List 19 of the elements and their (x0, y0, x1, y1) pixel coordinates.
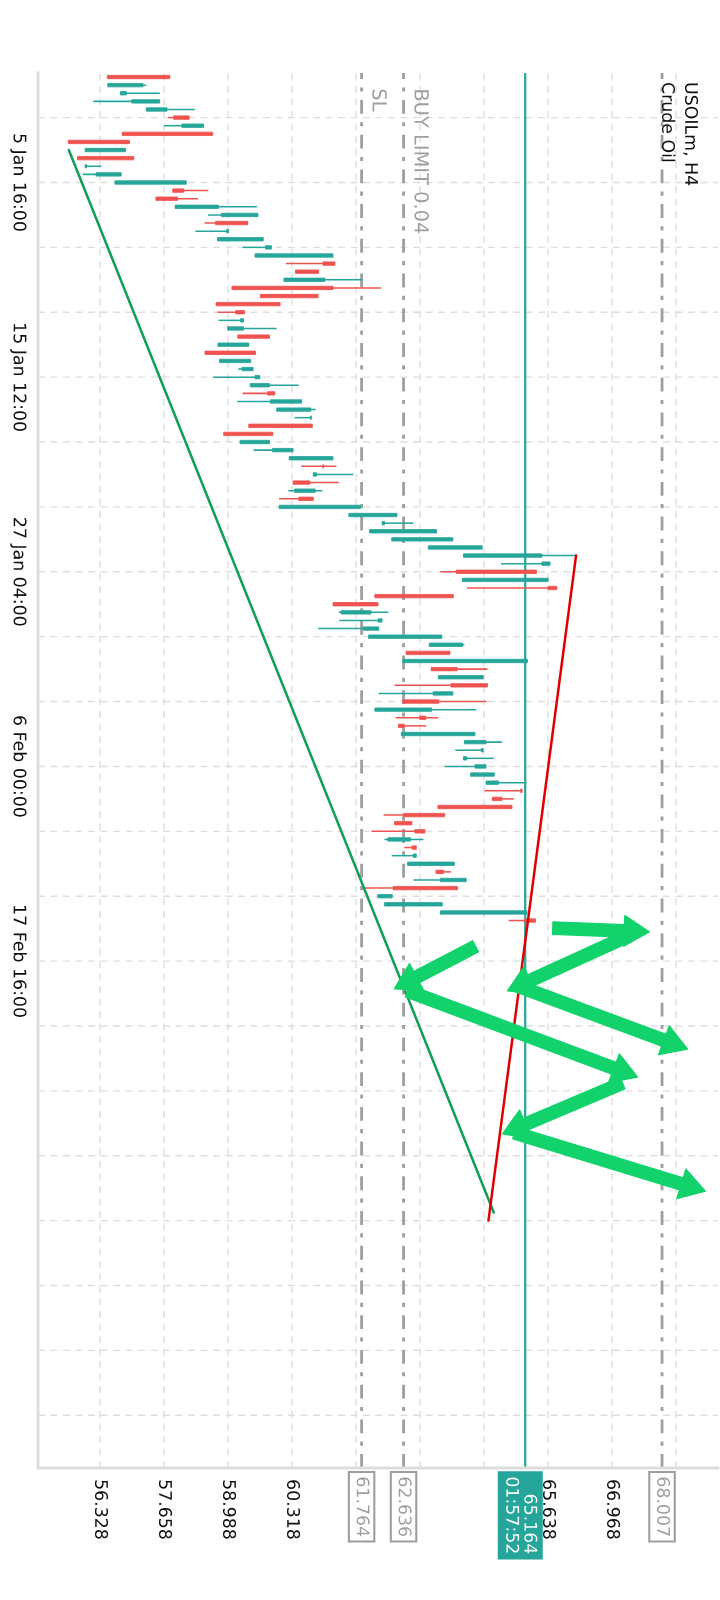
y-tick-label: 15 Jan 12:00 (10, 324, 27, 431)
ref-line-label: 62.636 (398, 1477, 412, 1537)
x-tick-label: 65.638 (542, 1480, 557, 1539)
x-tick-label: 60.318 (286, 1480, 301, 1539)
annotation: SL (372, 89, 388, 112)
ref-line-label: 65.164 01:57:52 (506, 1477, 538, 1554)
x-tick-label: 57.658 (158, 1480, 173, 1539)
ref-line-label: 68.007 (656, 1477, 671, 1536)
annotation: BUY LIMIT 0.04 (414, 90, 429, 234)
text: Crude Oil (661, 82, 676, 162)
ref-line-label: 61.764 (356, 1477, 370, 1537)
y-tick-label: 17 Feb 16:00 (13, 906, 27, 1017)
y-tick-label: 27 Jan 04:00 (10, 518, 27, 626)
y-tick-label: 6 Feb 00:00 (13, 716, 27, 817)
text: USOILm, H4 (683, 83, 699, 186)
x-tick-label: 58.988 (222, 1480, 237, 1539)
x-tick-label: 56.328 (94, 1480, 109, 1539)
x-tick-label: 66.968 (606, 1480, 621, 1539)
y-tick-label: 5 Jan 16:00 (10, 134, 27, 231)
